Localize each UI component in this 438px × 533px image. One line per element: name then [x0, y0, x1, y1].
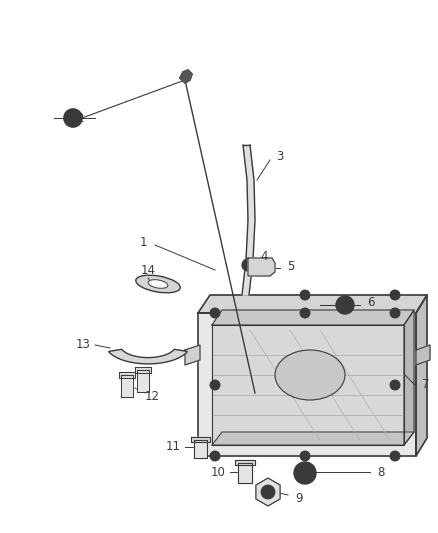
- Circle shape: [210, 308, 220, 318]
- Text: 14: 14: [141, 263, 155, 277]
- Polygon shape: [109, 349, 187, 364]
- Text: 9: 9: [295, 491, 303, 505]
- Polygon shape: [191, 437, 210, 442]
- Ellipse shape: [148, 280, 168, 288]
- Polygon shape: [212, 310, 414, 325]
- Ellipse shape: [136, 275, 180, 293]
- Text: 11: 11: [166, 440, 180, 454]
- Text: 3: 3: [276, 150, 284, 164]
- Polygon shape: [137, 370, 149, 392]
- Text: 10: 10: [211, 465, 226, 479]
- Circle shape: [261, 485, 275, 499]
- Polygon shape: [135, 367, 151, 373]
- Polygon shape: [198, 313, 416, 456]
- Polygon shape: [198, 295, 427, 313]
- Polygon shape: [212, 432, 414, 445]
- Polygon shape: [242, 145, 255, 295]
- Circle shape: [299, 467, 311, 479]
- Text: 4: 4: [260, 251, 268, 263]
- Text: 12: 12: [145, 390, 159, 402]
- Text: 6: 6: [367, 295, 375, 309]
- Text: 13: 13: [76, 338, 90, 351]
- Polygon shape: [248, 258, 275, 276]
- Circle shape: [64, 109, 82, 127]
- Polygon shape: [238, 463, 252, 483]
- Polygon shape: [119, 372, 135, 378]
- Circle shape: [210, 380, 220, 390]
- Circle shape: [390, 451, 400, 461]
- Circle shape: [390, 380, 400, 390]
- Polygon shape: [180, 70, 192, 83]
- Polygon shape: [235, 460, 255, 465]
- Polygon shape: [404, 310, 414, 445]
- Circle shape: [210, 451, 220, 461]
- Polygon shape: [416, 345, 430, 365]
- Circle shape: [294, 462, 316, 484]
- Ellipse shape: [275, 350, 345, 400]
- Text: 1: 1: [139, 237, 147, 249]
- Polygon shape: [416, 295, 427, 456]
- Text: 2: 2: [76, 111, 84, 125]
- Circle shape: [242, 259, 254, 271]
- Circle shape: [390, 290, 400, 300]
- Circle shape: [300, 290, 310, 300]
- Polygon shape: [121, 375, 133, 397]
- Circle shape: [340, 300, 350, 310]
- Text: 5: 5: [287, 261, 295, 273]
- Polygon shape: [185, 345, 200, 365]
- Text: 8: 8: [377, 465, 385, 479]
- Circle shape: [336, 296, 354, 314]
- Circle shape: [68, 113, 78, 123]
- Circle shape: [300, 308, 310, 318]
- Polygon shape: [212, 325, 404, 445]
- Circle shape: [300, 451, 310, 461]
- Polygon shape: [256, 478, 280, 506]
- Polygon shape: [194, 440, 207, 458]
- Text: 7: 7: [422, 378, 430, 392]
- Circle shape: [390, 308, 400, 318]
